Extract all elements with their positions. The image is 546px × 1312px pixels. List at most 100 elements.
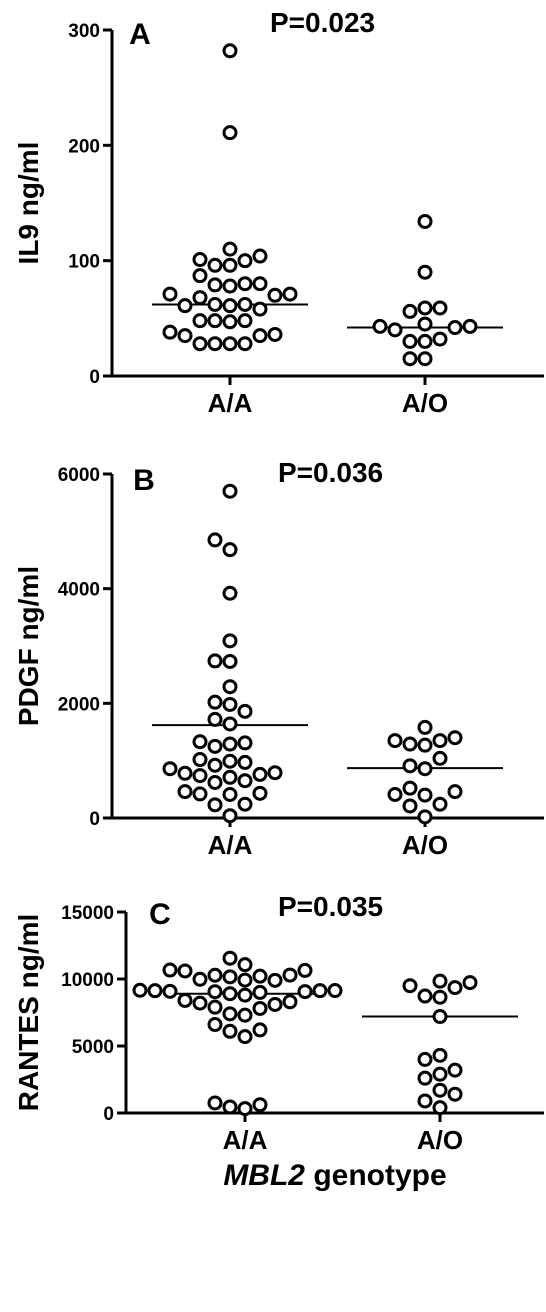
data-point (132, 982, 148, 998)
data-point (237, 735, 253, 751)
data-point (252, 984, 268, 1000)
data-point (252, 276, 268, 292)
data-point (267, 765, 283, 781)
data-point (402, 758, 418, 774)
data-point (432, 331, 448, 347)
data-point (417, 1070, 433, 1086)
data-point (252, 766, 268, 782)
data-point (252, 328, 268, 344)
data-point (207, 277, 223, 293)
data-point (222, 542, 238, 558)
data-point (207, 653, 223, 669)
y-tick-label: 15000 (61, 903, 114, 924)
data-point (192, 752, 208, 768)
data-point (222, 336, 238, 352)
data-point (177, 992, 193, 1008)
data-point (237, 336, 253, 352)
y-tick-label: 100 (68, 252, 100, 273)
data-point (432, 750, 448, 766)
data-point (237, 1029, 253, 1045)
x-tick-label: A/A (223, 1125, 268, 1155)
data-point (432, 300, 448, 316)
data-point (207, 1017, 223, 1033)
data-point (177, 298, 193, 314)
data-point (417, 316, 433, 332)
data-point (402, 798, 418, 814)
x-tick-label: A/O (402, 388, 448, 418)
data-point (237, 754, 253, 770)
data-point (252, 968, 268, 984)
data-point (267, 996, 283, 1012)
panel-letter: B (133, 464, 155, 497)
p-value-label: P=0.023 (270, 7, 375, 38)
y-tick-label: 2000 (58, 694, 100, 715)
x-axis-label: MBL2 genotype (223, 1159, 446, 1192)
data-point (177, 784, 193, 800)
data-point (387, 733, 403, 749)
data-point (222, 950, 238, 966)
data-point (192, 268, 208, 284)
data-point (162, 286, 178, 302)
data-point (222, 1099, 238, 1115)
data-point (222, 298, 238, 314)
data-point (417, 737, 433, 753)
x-tick-label: A/A (208, 830, 253, 860)
panel-letter: C (149, 898, 171, 931)
data-point (207, 984, 223, 1000)
data-point (462, 318, 478, 334)
data-point (207, 757, 223, 773)
data-point (402, 780, 418, 796)
data-point (417, 213, 433, 229)
data-point (207, 1095, 223, 1111)
data-point (327, 983, 343, 999)
y-axis-label: IL9 ng/ml (13, 142, 44, 265)
data-point (162, 324, 178, 340)
data-point (237, 796, 253, 812)
data-point (417, 988, 433, 1004)
chart-panel-B: 0 2000 4000 6000 A/A A/O PDGF ng/ml B P=0.036 (13, 457, 544, 860)
data-point (207, 694, 223, 710)
x-tick-label: A/O (417, 1125, 463, 1155)
data-point (432, 1009, 448, 1025)
y-tick-label: 0 (89, 367, 100, 388)
data-point (417, 300, 433, 316)
data-point (207, 774, 223, 790)
data-point (432, 1082, 448, 1098)
data-point (222, 257, 238, 273)
data-point (387, 322, 403, 338)
data-point (222, 585, 238, 601)
data-point (207, 336, 223, 352)
data-point (222, 786, 238, 802)
data-point (162, 983, 178, 999)
data-point (237, 957, 253, 973)
data-point (222, 314, 238, 330)
data-point (267, 326, 283, 342)
data-point (222, 769, 238, 785)
data-point (237, 276, 253, 292)
data-point (387, 786, 403, 802)
data-point (177, 328, 193, 344)
y-axis-label: PDGF ng/ml (13, 566, 44, 726)
data-point (252, 301, 268, 317)
data-point (207, 738, 223, 754)
y-tick-label: 5000 (72, 1037, 114, 1058)
y-tick-label: 0 (89, 809, 100, 830)
data-point (432, 973, 448, 989)
data-point (222, 736, 238, 752)
data-point (417, 1093, 433, 1109)
data-point (237, 987, 253, 1003)
data-point (192, 252, 208, 268)
data-point (282, 994, 298, 1010)
data-point (432, 989, 448, 1005)
data-point (402, 978, 418, 994)
p-value-label: P=0.036 (278, 457, 383, 488)
data-point (237, 253, 253, 269)
data-point (237, 1007, 253, 1023)
data-point (432, 1100, 448, 1116)
data-point (282, 286, 298, 302)
data-point (147, 983, 163, 999)
data-point (447, 980, 463, 996)
data-point (417, 787, 433, 803)
data-point (297, 984, 313, 1000)
y-tick-label: 0 (103, 1104, 114, 1125)
